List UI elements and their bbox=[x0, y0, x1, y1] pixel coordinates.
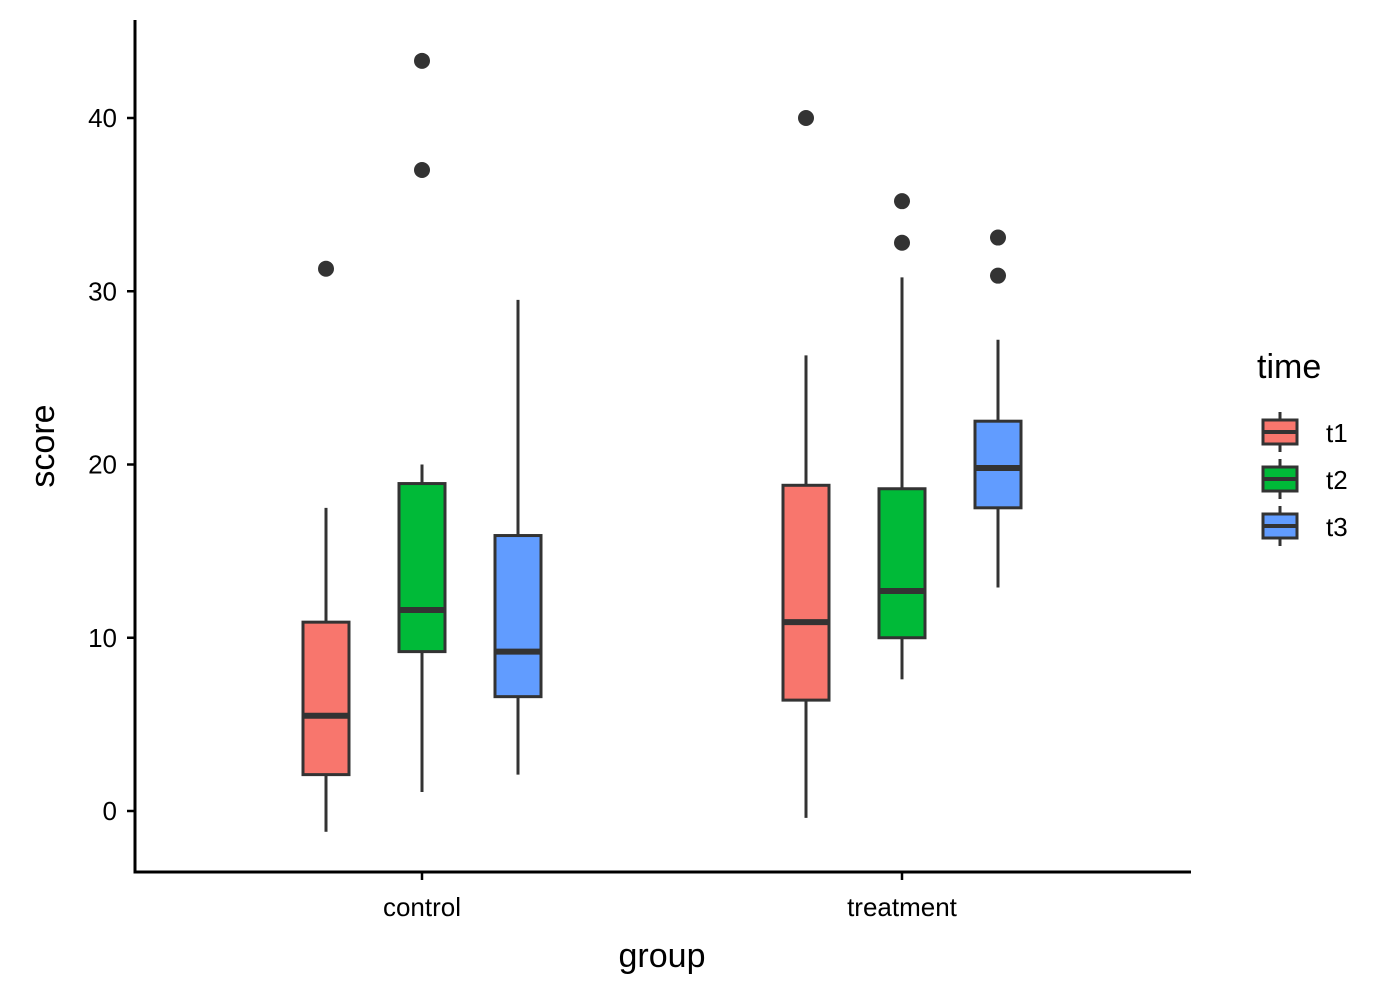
y-tick-label: 40 bbox=[88, 103, 117, 133]
outlier-point bbox=[990, 229, 1006, 246]
axes bbox=[133, 20, 1191, 874]
x-tick-label: control bbox=[383, 892, 461, 922]
legend-title: time bbox=[1257, 348, 1321, 386]
legend-item-t1: t1 bbox=[1261, 412, 1348, 452]
y-axis-title: score bbox=[24, 404, 62, 487]
box-control-t1 bbox=[301, 260, 351, 832]
legend: time t1 t2 t3 bbox=[1257, 348, 1348, 546]
y-tick-label: 0 bbox=[103, 796, 117, 826]
outlier-point bbox=[990, 267, 1006, 284]
box-control-t3 bbox=[493, 299, 543, 775]
box-iqr bbox=[397, 482, 447, 654]
y-tick-label: 30 bbox=[88, 276, 117, 306]
box-iqr bbox=[781, 483, 831, 702]
legend-label: t3 bbox=[1326, 512, 1348, 542]
box-control-t2 bbox=[397, 52, 447, 792]
y-ticks: 0 10 20 30 40 bbox=[88, 103, 135, 826]
box-iqr bbox=[301, 620, 351, 777]
box-treatment-t1 bbox=[781, 110, 831, 818]
outlier-point bbox=[414, 161, 430, 178]
box-treatment-t3 bbox=[973, 229, 1023, 588]
box-iqr bbox=[493, 534, 543, 699]
legend-label: t1 bbox=[1326, 418, 1348, 448]
x-tick-label: treatment bbox=[847, 892, 958, 922]
outlier-point bbox=[894, 193, 910, 210]
outlier-point bbox=[318, 260, 334, 277]
legend-label: t2 bbox=[1326, 465, 1348, 495]
y-tick-label: 20 bbox=[88, 450, 117, 480]
legend-item-t2: t2 bbox=[1261, 459, 1348, 499]
box-treatment-t2 bbox=[877, 193, 927, 680]
legend-key-icon bbox=[1261, 506, 1299, 546]
y-tick-label: 10 bbox=[88, 623, 117, 653]
x-ticks: control treatment bbox=[383, 872, 958, 922]
legend-item-t3: t3 bbox=[1261, 506, 1348, 546]
legend-key-icon bbox=[1261, 412, 1299, 452]
x-axis-title: group bbox=[619, 937, 706, 975]
outlier-point bbox=[798, 110, 814, 126]
outlier-point bbox=[414, 52, 430, 69]
outlier-point bbox=[894, 234, 910, 251]
box-iqr bbox=[877, 487, 927, 640]
box-iqr bbox=[973, 419, 1023, 510]
plot-area bbox=[301, 52, 1023, 832]
legend-key-icon bbox=[1261, 459, 1299, 499]
